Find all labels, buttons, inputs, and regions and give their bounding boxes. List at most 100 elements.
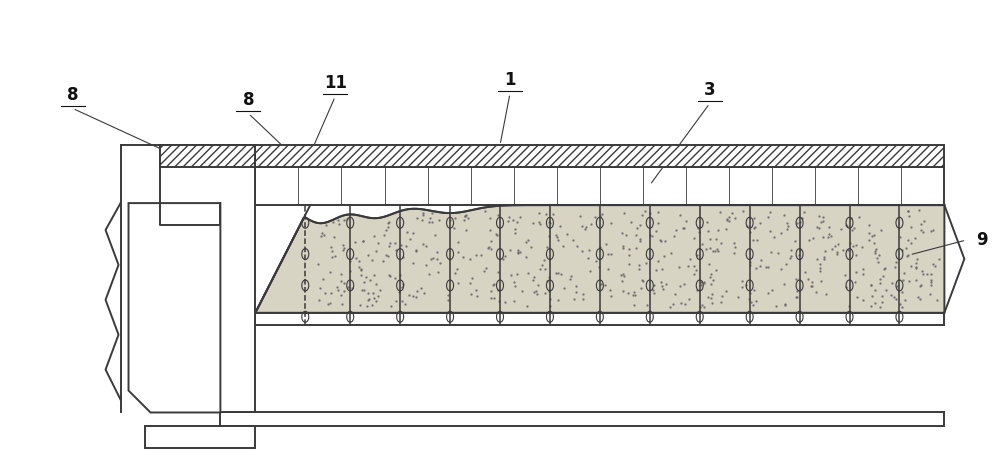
Point bbox=[663, 249, 679, 256]
Point bbox=[430, 268, 446, 276]
Point bbox=[815, 233, 831, 241]
Point bbox=[811, 212, 827, 220]
Point bbox=[455, 253, 471, 261]
Point bbox=[866, 231, 882, 239]
Point bbox=[855, 265, 871, 273]
Point bbox=[327, 252, 343, 259]
Point bbox=[700, 294, 716, 301]
Point bbox=[480, 245, 496, 252]
Point bbox=[709, 245, 725, 253]
Point bbox=[392, 271, 408, 279]
Point bbox=[562, 275, 578, 283]
Point bbox=[915, 270, 931, 278]
Point bbox=[752, 219, 768, 227]
Point bbox=[581, 247, 597, 254]
Point bbox=[650, 219, 666, 227]
Point bbox=[555, 242, 571, 250]
Point bbox=[851, 213, 867, 221]
Point bbox=[868, 245, 884, 252]
Point bbox=[642, 231, 658, 239]
Point bbox=[913, 281, 929, 289]
Point bbox=[362, 276, 378, 284]
Text: 1: 1 bbox=[504, 71, 516, 89]
Point bbox=[333, 291, 349, 299]
Bar bbox=[160, 145, 255, 167]
Point bbox=[510, 248, 526, 256]
Point bbox=[815, 213, 831, 221]
Point bbox=[668, 226, 684, 233]
Point bbox=[423, 255, 439, 263]
Point bbox=[565, 236, 581, 244]
Point bbox=[421, 218, 437, 226]
Point bbox=[638, 259, 654, 266]
Point bbox=[734, 278, 750, 285]
Point bbox=[575, 295, 591, 303]
Point bbox=[719, 215, 735, 223]
Point bbox=[874, 298, 890, 305]
Point bbox=[477, 208, 493, 215]
Point bbox=[359, 302, 375, 310]
Point bbox=[842, 239, 858, 247]
Point bbox=[491, 297, 507, 305]
Point bbox=[892, 300, 908, 308]
Point bbox=[667, 290, 683, 298]
Point bbox=[823, 232, 839, 240]
Point bbox=[872, 304, 888, 311]
Point bbox=[324, 247, 340, 255]
Point bbox=[486, 294, 502, 302]
Point bbox=[556, 284, 572, 292]
Point bbox=[456, 217, 472, 224]
Point bbox=[901, 212, 917, 219]
Point bbox=[840, 246, 856, 254]
Point bbox=[458, 211, 474, 219]
Point bbox=[463, 290, 479, 298]
Point bbox=[503, 271, 519, 279]
Point bbox=[536, 256, 552, 264]
Point bbox=[783, 246, 799, 253]
Point bbox=[833, 225, 849, 232]
Point bbox=[600, 265, 616, 272]
Point bbox=[432, 259, 448, 266]
Point bbox=[539, 277, 555, 285]
Point bbox=[815, 218, 831, 225]
Point bbox=[458, 227, 474, 234]
Point bbox=[568, 288, 584, 295]
Point bbox=[824, 245, 840, 252]
Point bbox=[497, 252, 513, 259]
Point bbox=[322, 299, 338, 306]
Point bbox=[405, 259, 421, 266]
Point bbox=[632, 238, 648, 245]
Point bbox=[449, 265, 465, 273]
Point bbox=[510, 249, 526, 257]
Point bbox=[676, 224, 692, 231]
Point bbox=[863, 302, 879, 310]
Point bbox=[639, 302, 655, 309]
Point bbox=[646, 281, 662, 288]
Point bbox=[616, 209, 632, 217]
Point bbox=[490, 286, 506, 294]
Point bbox=[742, 258, 758, 266]
Point bbox=[591, 263, 607, 271]
Point bbox=[888, 295, 904, 303]
Point bbox=[462, 256, 478, 263]
Point bbox=[844, 226, 860, 234]
Point bbox=[440, 296, 456, 304]
Point bbox=[727, 243, 743, 251]
Point bbox=[646, 289, 662, 297]
Point bbox=[633, 284, 649, 292]
Point bbox=[388, 246, 404, 254]
Point bbox=[780, 222, 796, 230]
Point bbox=[614, 277, 630, 285]
Point bbox=[892, 234, 908, 241]
Point bbox=[743, 298, 759, 306]
Point bbox=[718, 226, 734, 233]
Point bbox=[450, 238, 466, 246]
Point bbox=[358, 273, 374, 281]
Point bbox=[514, 287, 530, 295]
Point bbox=[603, 250, 619, 257]
Point bbox=[541, 218, 557, 226]
Point bbox=[627, 292, 643, 299]
Point bbox=[512, 213, 528, 220]
Point bbox=[741, 295, 757, 303]
Point bbox=[502, 246, 518, 254]
